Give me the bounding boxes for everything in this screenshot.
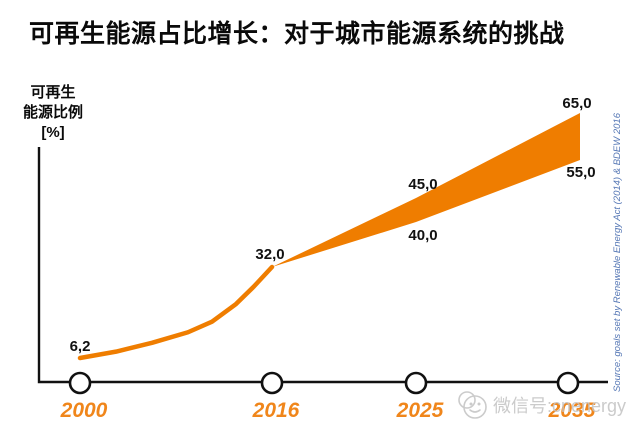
value-label-v2035_lo: 55,0 [566, 164, 595, 181]
value-label-v2000: 6,2 [70, 338, 91, 355]
tick-circle-2025 [404, 371, 428, 395]
axis-lines [37, 147, 608, 384]
year-label-2035: 2035 [548, 399, 596, 422]
smiley-face-icon [458, 391, 487, 419]
value-label-v2025_hi: 45,0 [408, 176, 437, 193]
tick-circle-2000 [68, 371, 92, 395]
chart-title: 可再生能源占比增长：对于城市能源系统的挑战 [29, 20, 565, 48]
value-label-v2016: 32,0 [255, 246, 284, 263]
y-axis-label-line-2: 能源比例 [22, 104, 83, 121]
year-label-2016: 2016 [252, 399, 300, 422]
year-label-2000: 2000 [60, 399, 108, 422]
y-axis-label-line-1: 可再生 [30, 84, 76, 101]
year-label-2025: 2025 [396, 399, 444, 422]
watermark-text: 微信号:cnenergy [493, 396, 627, 416]
tick-circle-2035 [556, 371, 580, 395]
value-label-v2035_hi: 65,0 [562, 95, 591, 112]
tick-circle-2016 [260, 371, 284, 395]
y-axis-label: 可再生 能源比例 [%] [5, 83, 101, 143]
history-line [77, 264, 275, 361]
wechat-watermark: 微信号:cnenergy [454, 388, 626, 422]
source-note: Source: goals set by Renewable Energy Ac… [612, 113, 623, 392]
value-label-v2025_lo: 40,0 [408, 227, 437, 244]
y-axis-label-line-3: [%] [41, 124, 65, 141]
